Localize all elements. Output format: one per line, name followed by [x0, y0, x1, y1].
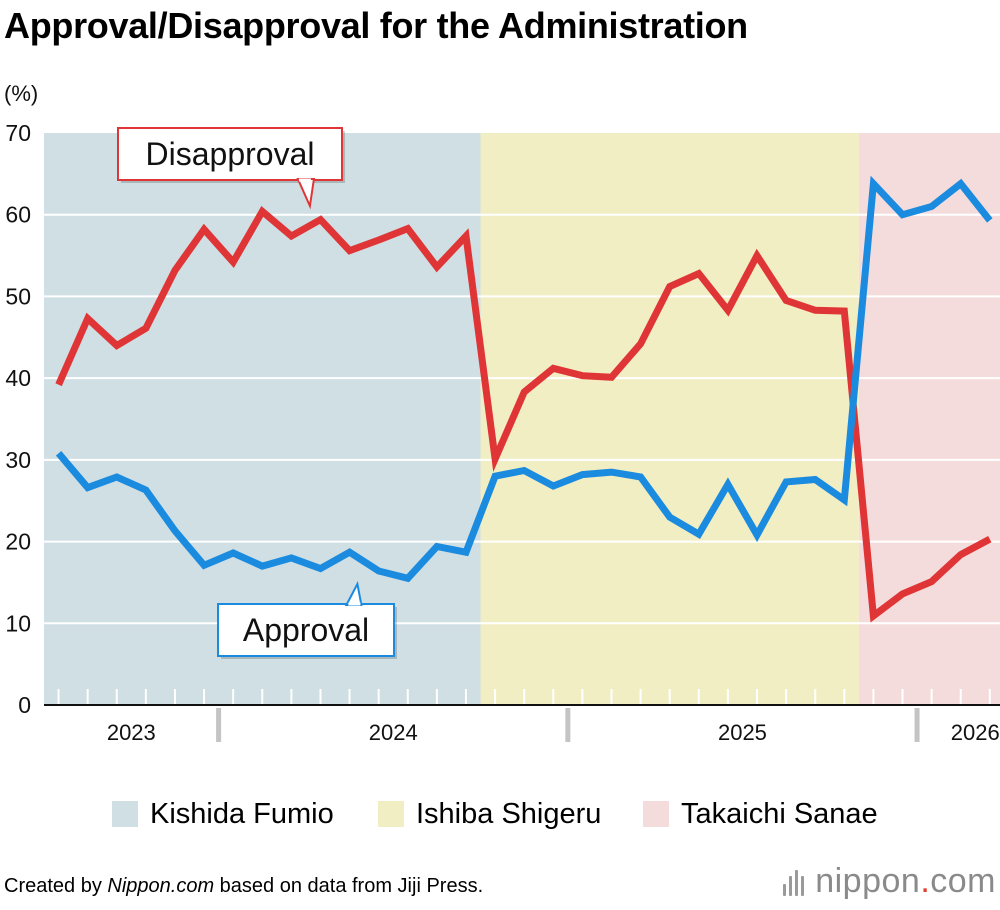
series-line-approval — [55, 175, 993, 583]
logo-tld: com — [930, 862, 996, 900]
source-prefix: Created by — [4, 875, 108, 897]
period-band-2 — [858, 133, 1000, 705]
callout-label-disapproval: Disapproval — [146, 136, 315, 172]
logo-wordmark: nippon.com — [815, 862, 996, 901]
legend-item-kishida: Kishida Fumio — [112, 796, 334, 832]
legend-swatch-takaichi — [643, 801, 669, 827]
legend-label-kishida: Kishida Fumio — [150, 798, 334, 830]
y-tick-label-70: 70 — [5, 120, 31, 146]
line-chart: 2023 2024 2025 2026 Disapproval Approval 0 10… — [4, 81, 1000, 745]
x-tick-label-2023: 2023 — [107, 720, 156, 745]
logo-dot: . — [920, 862, 931, 900]
y-tick-label-0: 0 — [18, 692, 31, 718]
callout-disapproval: Disapproval — [117, 127, 345, 210]
x-tick-label-2024: 2024 — [369, 720, 418, 745]
x-tick-label-2025: 2025 — [718, 720, 767, 745]
source-name: Nippon.com — [107, 875, 215, 897]
logo-mark-icon — [783, 868, 807, 896]
y-tick-label-40: 40 — [5, 365, 31, 391]
nippon-logo: nippon.com — [783, 862, 996, 901]
callout-box — [117, 127, 343, 181]
callout-approval: Approval — [217, 580, 397, 659]
chart-legend: Kishida Fumio Ishiba Shigeru Takaichi Sa… — [0, 796, 1000, 836]
y-tick-label-10: 10 — [5, 610, 31, 636]
y-tick-label-20: 20 — [5, 529, 31, 555]
y-tick-label-30: 30 — [5, 447, 31, 473]
x-tick-label-2026: 2026 — [951, 720, 1000, 745]
y-tick-label-60: 60 — [5, 202, 31, 228]
period-band-1 — [480, 133, 859, 705]
y-tick-label-50: 50 — [5, 283, 31, 309]
logo-name: nippon — [815, 862, 921, 900]
source-credit: Created by Nippon.com based on data from… — [4, 875, 483, 898]
legend-label-ishiba: Ishiba Shigeru — [416, 798, 602, 830]
series-line-disapproval — [55, 206, 992, 623]
callout-label-approval: Approval — [243, 612, 369, 648]
legend-item-ishiba: Ishiba Shigeru — [378, 796, 601, 832]
callout-box — [217, 603, 395, 657]
y-axis-unit: (%) — [4, 81, 38, 106]
legend-swatch-kishida — [112, 801, 138, 827]
source-suffix: based on data from Jiji Press. — [214, 875, 484, 897]
legend-item-takaichi: Takaichi Sanae — [643, 796, 878, 832]
chart-title: Approval/Disapproval for the Administrat… — [4, 5, 748, 46]
legend-label-takaichi: Takaichi Sanae — [681, 798, 878, 830]
legend-swatch-ishiba — [378, 801, 404, 827]
